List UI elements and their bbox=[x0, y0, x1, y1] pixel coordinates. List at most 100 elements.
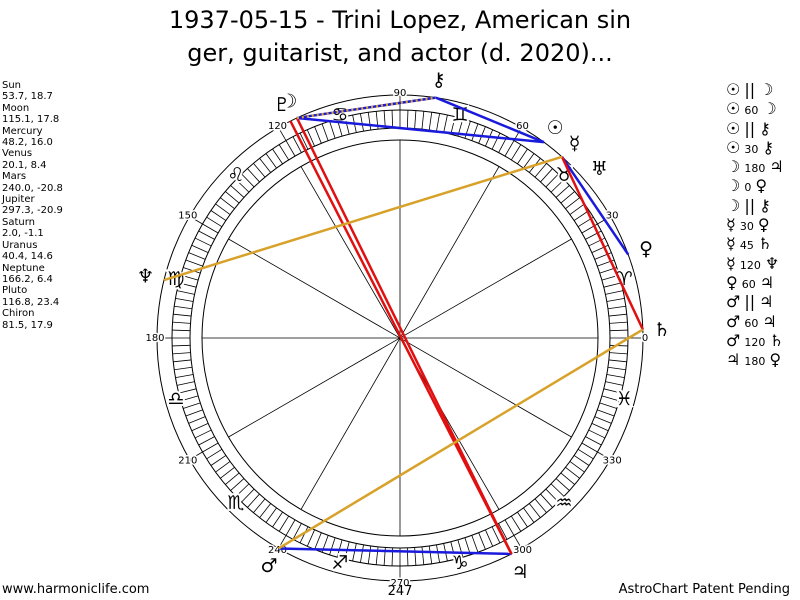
aspect-planet-2-icon: ♀ bbox=[755, 176, 768, 196]
degree-tick bbox=[478, 532, 486, 550]
aspect-list: ☉ || ☽ ☉ 60 ☽ ☉ || ⚷ ☉ 30 ⚷ ☽ 180 ♃ ☽ 0 ♀ ☽ || ⚷ ☿ 30 ♀ ☿ 45 ♄ ☿ 120… bbox=[726, 80, 800, 369]
aspect-planet-1-icon: ☽ bbox=[726, 157, 741, 177]
spoke-extension bbox=[189, 216, 203, 225]
zodiac-sign-icon: ♎ bbox=[167, 388, 184, 410]
degree-tick bbox=[188, 252, 206, 260]
degree-tick bbox=[247, 493, 260, 508]
planet-moon-icon: ☽ bbox=[280, 91, 297, 113]
spoke-extension bbox=[597, 451, 611, 460]
degree-label: 300 bbox=[513, 545, 532, 556]
degree-tick bbox=[235, 483, 250, 497]
aspect-type: 120 bbox=[744, 335, 766, 349]
aspect-row: ☽ || ⚷ bbox=[726, 196, 800, 215]
degree-tick bbox=[185, 409, 203, 417]
degree-label: 30 bbox=[606, 211, 619, 222]
degree-tick bbox=[528, 503, 541, 518]
aspect-planet-1-icon: ☽ bbox=[726, 176, 741, 196]
planet-list-name: Chiron bbox=[2, 308, 35, 320]
planet-list-name: Moon bbox=[2, 102, 30, 114]
planet-sun-icon: ☉ bbox=[547, 117, 564, 139]
degree-tick bbox=[504, 519, 515, 536]
aspect-type: 60 bbox=[741, 277, 756, 291]
degree-tick bbox=[609, 352, 628, 355]
degree-tick bbox=[510, 515, 522, 532]
aspect-planet-1-icon: ☉ bbox=[726, 137, 741, 157]
degree-label: 330 bbox=[603, 456, 622, 467]
degree-tick bbox=[450, 116, 456, 135]
degree-tick bbox=[253, 163, 266, 178]
degree-tick bbox=[174, 305, 193, 310]
aspect-type: 45 bbox=[739, 239, 754, 253]
degree-tick bbox=[414, 110, 417, 129]
degree-tick bbox=[443, 114, 448, 133]
aspect-planet-1-icon: ☉ bbox=[726, 80, 741, 99]
aspect-planet-2-icon: ⚷ bbox=[759, 118, 771, 138]
spoke-extension bbox=[189, 451, 203, 460]
aspect-row: ☽ 0 ♀ bbox=[726, 176, 800, 195]
degree-tick bbox=[241, 173, 255, 188]
planet-list-name: Venus bbox=[2, 148, 33, 160]
degree-tick bbox=[183, 402, 201, 409]
aspect-planet-1-icon: ☿ bbox=[726, 234, 736, 254]
degree-tick bbox=[510, 144, 522, 161]
aspect-planet-2-icon: ♄ bbox=[769, 330, 784, 350]
degree-tick bbox=[360, 113, 364, 132]
aspect-planet-2-icon: ♃ bbox=[759, 292, 774, 312]
degree-tick bbox=[498, 523, 508, 540]
degree-tick bbox=[523, 153, 535, 169]
degree-tick bbox=[202, 442, 219, 453]
degree-tick bbox=[517, 511, 528, 528]
degree-tick bbox=[215, 461, 231, 473]
chart-title: 1937-05-15 - Trini Lopez, American sin g… bbox=[150, 4, 650, 70]
aspect-type: 30 bbox=[739, 220, 754, 234]
degree-tick bbox=[436, 544, 440, 563]
aspect-type: 120 bbox=[739, 258, 761, 272]
aspect-planet-2-icon: ♃ bbox=[769, 157, 784, 177]
aspect-line bbox=[278, 547, 512, 556]
zodiac-sign-icon: ♓ bbox=[616, 388, 633, 410]
aspect-row: ☿ 30 ♀ bbox=[726, 215, 800, 234]
degree-tick bbox=[601, 274, 620, 281]
spoke-extension bbox=[278, 127, 287, 141]
aspect-line bbox=[435, 96, 545, 144]
degree-tick bbox=[603, 388, 622, 394]
degree-tick bbox=[352, 543, 357, 562]
degree-tick bbox=[306, 129, 315, 147]
degree-tick bbox=[471, 123, 479, 141]
aspect-planet-1-icon: ♂ bbox=[726, 330, 741, 350]
degree-tick bbox=[367, 112, 372, 131]
degree-tick bbox=[175, 298, 194, 302]
degree-tick bbox=[591, 423, 609, 432]
zodiac-sign-icon: ♌ bbox=[227, 164, 244, 186]
degree-tick bbox=[329, 537, 336, 555]
degree-tick bbox=[609, 321, 628, 324]
degree-tick bbox=[421, 111, 425, 130]
title-line-2: ger, guitarist, and actor (d. 2020)... bbox=[187, 39, 613, 67]
degree-tick bbox=[265, 153, 277, 169]
degree-tick bbox=[259, 158, 272, 173]
aspect-row: ☉ 30 ⚷ bbox=[726, 138, 800, 157]
degree-tick bbox=[555, 478, 570, 491]
degree-tick bbox=[230, 478, 245, 491]
degree-tick bbox=[603, 282, 622, 288]
planet-mars-icon: ♂ bbox=[260, 555, 277, 577]
aspect-row: ☉ || ⚷ bbox=[726, 119, 800, 138]
aspect-type: 60 bbox=[744, 316, 759, 330]
aspect-type: || bbox=[744, 80, 756, 99]
aspect-type: 180 bbox=[744, 355, 766, 369]
degree-tick bbox=[253, 498, 266, 513]
degree-tick bbox=[606, 374, 625, 378]
aspect-row: ☉ || ☽ bbox=[726, 80, 800, 99]
degree-tick bbox=[206, 216, 223, 228]
aspect-planet-1-icon: ♂ bbox=[726, 311, 741, 331]
degree-tick bbox=[329, 121, 336, 139]
degree-tick bbox=[247, 168, 260, 183]
aspect-row: ♂ || ♃ bbox=[726, 292, 800, 311]
degree-tick bbox=[608, 313, 627, 317]
degree-tick bbox=[278, 515, 290, 532]
planet-list-name: Neptune bbox=[2, 262, 45, 274]
degree-tick bbox=[198, 436, 215, 446]
aspect-type: 0 bbox=[744, 181, 752, 195]
degree-tick bbox=[178, 282, 197, 288]
degree-tick bbox=[191, 244, 209, 253]
